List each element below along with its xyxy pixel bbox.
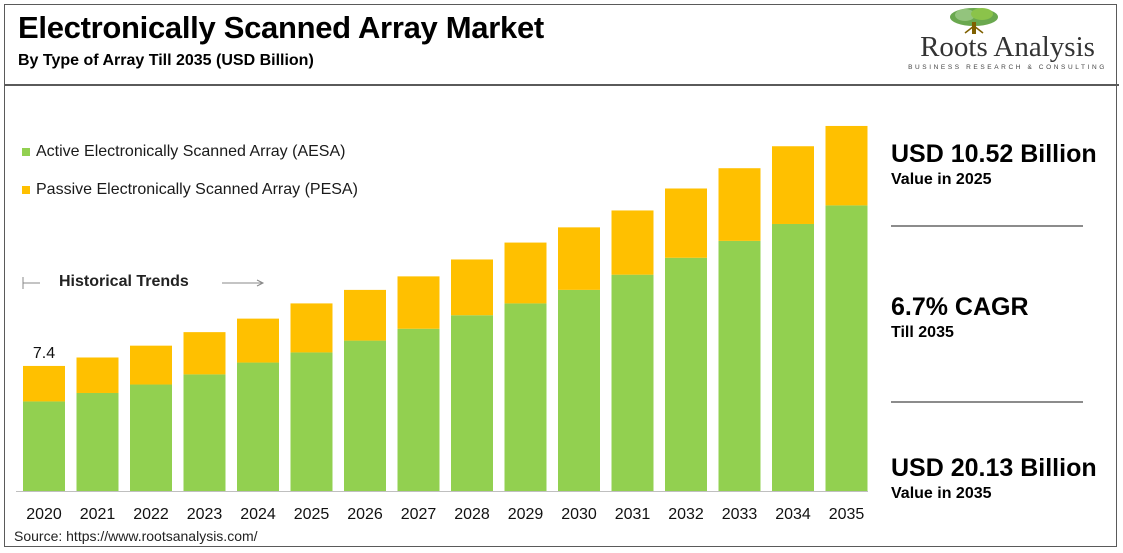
x-tick-label-2031: 2031 <box>615 506 651 523</box>
chart-legend: Active Electronically Scanned Array (AES… <box>22 142 358 218</box>
bar-pesa-2020 <box>23 365 65 402</box>
logo-tagline: BUSINESS RESEARCH & CONSULTING <box>908 64 1107 71</box>
x-tick-label-2034: 2034 <box>775 506 811 523</box>
bar-pesa-2030 <box>558 227 600 290</box>
stacked-bar-chart: 2020 2021 2022 2023 2024 2025 2026 2027 2028 2029… <box>16 125 868 523</box>
x-tick-label-2029: 2029 <box>508 506 544 523</box>
x-tick-label-2021: 2021 <box>80 506 116 523</box>
bar-pesa-2021 <box>76 357 119 393</box>
x-tick-label-2033: 2033 <box>722 506 758 523</box>
legend-item-aesa: Active Electronically Scanned Array (AES… <box>22 142 358 162</box>
kpi-2035-value: USD 20.13 Billion Value in 2035 <box>891 454 1116 503</box>
legend-label-aesa: Active Electronically Scanned Array (AES… <box>36 143 346 160</box>
header-divider <box>4 84 1119 86</box>
bar-aesa-2021 <box>76 392 119 491</box>
bar-pesa-2024 <box>237 318 279 363</box>
x-tick-label-2030: 2030 <box>561 506 597 523</box>
x-tick-label-2027: 2027 <box>401 506 437 523</box>
bar-pesa-2029 <box>504 242 547 304</box>
kpi-value: USD 20.13 Billion <box>891 454 1097 482</box>
legend-swatch-aesa <box>22 148 30 156</box>
kpi-value: 6.7% CAGR <box>891 293 1029 321</box>
bar-aesa-2028 <box>451 315 493 491</box>
bar-aesa-2029 <box>504 303 547 491</box>
bar-aesa-2032 <box>665 257 707 491</box>
logo-name: Roots Analysis <box>920 31 1095 63</box>
bar-aesa-2026 <box>344 340 386 491</box>
bar-aesa-2034 <box>772 223 814 492</box>
x-tick-label-2028: 2028 <box>454 506 490 523</box>
kpi-caption: Value in 2025 <box>891 171 992 188</box>
bar-aesa-2023 <box>183 374 226 491</box>
bar-aesa-2035 <box>825 205 868 491</box>
bar-pesa-2033 <box>718 168 761 241</box>
x-tick-label-2026: 2026 <box>347 506 383 523</box>
bar-pesa-2026 <box>344 289 386 341</box>
bar-aesa-2031 <box>611 274 654 491</box>
x-tick-label-2023: 2023 <box>187 506 223 523</box>
historical-trends-label: Historical Trends <box>59 273 189 290</box>
tree-icon <box>950 8 998 34</box>
bar-aesa-2033 <box>718 240 761 491</box>
bar-aesa-2022 <box>130 384 172 491</box>
page-subtitle: By Type of Array Till 2035 (USD Billion) <box>18 52 314 69</box>
bar-pesa-2022 <box>130 345 172 385</box>
bar-pesa-2032 <box>665 188 707 258</box>
legend-item-pesa: Passive Electronically Scanned Array (PE… <box>22 180 358 200</box>
chart-frame <box>4 4 1117 547</box>
x-tick-label-2035: 2035 <box>829 506 865 523</box>
x-tick-label-2024: 2024 <box>240 506 276 523</box>
kpi-divider <box>891 225 1083 227</box>
x-tick-label-2025: 2025 <box>294 506 330 523</box>
bar-pesa-2034 <box>772 146 814 224</box>
bar-pesa-2025 <box>290 303 333 353</box>
x-tick-label-2020: 2020 <box>26 506 62 523</box>
bar-pesa-2035 <box>825 125 868 206</box>
bar-pesa-2023 <box>183 332 226 375</box>
bar-pesa-2027 <box>397 276 440 329</box>
kpi-divider <box>891 401 1083 403</box>
source-note: Source: https://www.rootsanalysis.com/ <box>14 528 258 544</box>
legend-label-pesa: Passive Electronically Scanned Array (PE… <box>36 181 358 198</box>
kpi-2025-value: USD 10.52 Billion Value in 2025 <box>891 140 1116 189</box>
historical-trends-arrow <box>22 277 265 289</box>
bar-pesa-2028 <box>451 259 493 316</box>
bar-aesa-2030 <box>558 289 600 491</box>
kpi-value: USD 10.52 Billion <box>891 140 1097 168</box>
x-tick-label-2022: 2022 <box>133 506 169 523</box>
bar-aesa-2024 <box>237 362 279 491</box>
legend-swatch-pesa <box>22 186 30 194</box>
data-label-2020: 7.4 <box>33 345 55 362</box>
kpi-caption: Value in 2035 <box>891 485 992 502</box>
bar-aesa-2027 <box>397 328 440 491</box>
bar-aesa-2025 <box>290 352 333 491</box>
roots-analysis-logo: Roots Analysis BUSINESS RESEARCH & CONSU… <box>905 6 1110 76</box>
bar-pesa-2031 <box>611 210 654 275</box>
bar-aesa-2020 <box>23 401 65 491</box>
historical-trends-annotation: Historical Trends <box>22 272 272 294</box>
kpi-cagr: 6.7% CAGR Till 2035 <box>891 293 1116 342</box>
kpi-caption: Till 2035 <box>891 324 954 341</box>
x-tick-label-2032: 2032 <box>668 506 704 523</box>
page-title: Electronically Scanned Array Market <box>18 10 544 45</box>
